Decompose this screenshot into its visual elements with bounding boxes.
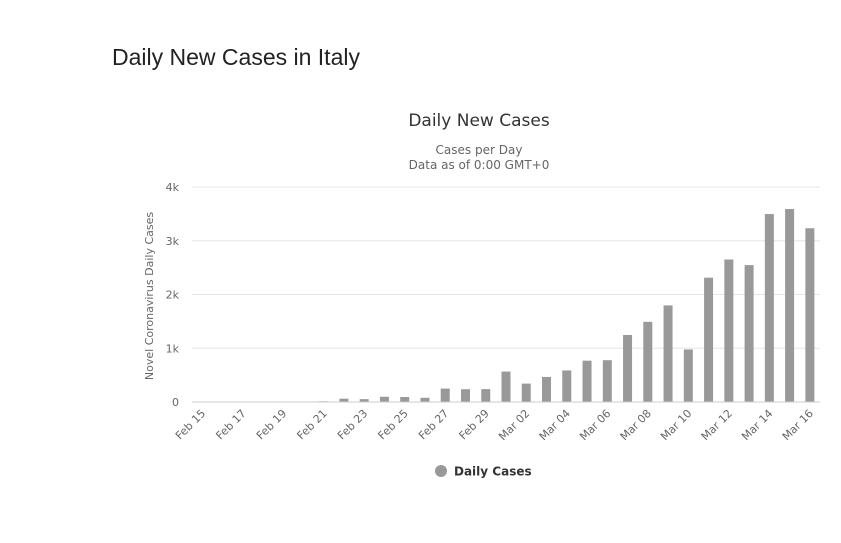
bar-mar-05[interactable] [582,360,592,402]
legend[interactable]: Daily Cases [435,465,532,479]
bar-feb-27[interactable] [440,388,450,402]
bar-feb-28[interactable] [460,389,470,402]
x-tick-label: Feb 27 [416,407,451,442]
x-tick-label: Feb 15 [173,407,208,442]
y-tick-label: 4k [166,181,180,194]
bar-mar-15[interactable] [785,209,795,402]
y-tick-label: 3k [166,235,180,248]
y-tick-label: 1k [166,342,180,355]
bar-series [319,209,815,402]
x-tick-label: Mar 04 [537,407,573,443]
bar-mar-12[interactable] [724,259,734,402]
x-tick-label: Mar 14 [739,407,775,443]
x-tick-label: Feb 25 [375,407,410,442]
chart-title: Daily New Cases [408,111,550,131]
bar-mar-04[interactable] [562,370,572,402]
bar-mar-07[interactable] [623,334,633,402]
bar-feb-26[interactable] [420,397,430,402]
bar-mar-09[interactable] [663,305,673,402]
grid-lines [192,186,820,349]
bar-feb-24[interactable] [379,396,389,402]
bar-mar-16[interactable] [805,228,815,402]
bar-mar-10[interactable] [683,349,693,402]
y-axis-title: Novel Coronavirus Daily Cases [143,212,156,380]
x-tick-labels: Feb 15 Feb 17 Feb 19 Feb 21 Feb 23 Feb 25 Feb … [173,407,816,443]
bar-mar-03[interactable] [542,376,552,402]
y-tick-label: 0 [172,396,179,409]
x-tick-label: Feb 29 [457,407,492,442]
chart-subtitle-line-2: Data as of 0:00 GMT+0 [409,158,550,172]
bar-feb-23[interactable] [359,399,369,402]
bar-mar-14[interactable] [764,214,774,402]
x-tick-label: Mar 16 [780,407,816,443]
chart-subtitle-line-1: Cases per Day [436,143,523,157]
bar-feb-25[interactable] [400,397,410,402]
bar-mar-13[interactable] [744,265,754,402]
x-tick-label: Mar 06 [577,407,613,443]
x-tick-label: Mar 12 [699,407,735,443]
bar-mar-06[interactable] [602,360,612,402]
x-tick-label: Feb 19 [254,407,289,442]
x-tick-label: Mar 10 [658,407,694,443]
y-tick-label: 2k [166,289,180,302]
bar-mar-02[interactable] [521,383,531,402]
bar-feb-22[interactable] [339,398,349,402]
bar-mar-01[interactable] [501,371,511,402]
x-tick-label: Feb 17 [213,407,248,442]
x-tick-label: Feb 21 [294,407,329,442]
bar-feb-29[interactable] [481,389,491,402]
legend-marker [435,465,447,477]
y-tick-labels: 0 1k 2k 3k 4k [166,181,180,409]
bar-mar-08[interactable] [643,321,653,402]
x-tick-label: Mar 02 [496,407,532,443]
x-tick-label: Feb 23 [335,407,370,442]
page-heading: Daily New Cases in Italy [112,44,360,70]
x-tick-label: Mar 08 [618,407,654,443]
legend-label: Daily Cases [454,465,532,479]
bar-mar-11[interactable] [704,277,714,402]
